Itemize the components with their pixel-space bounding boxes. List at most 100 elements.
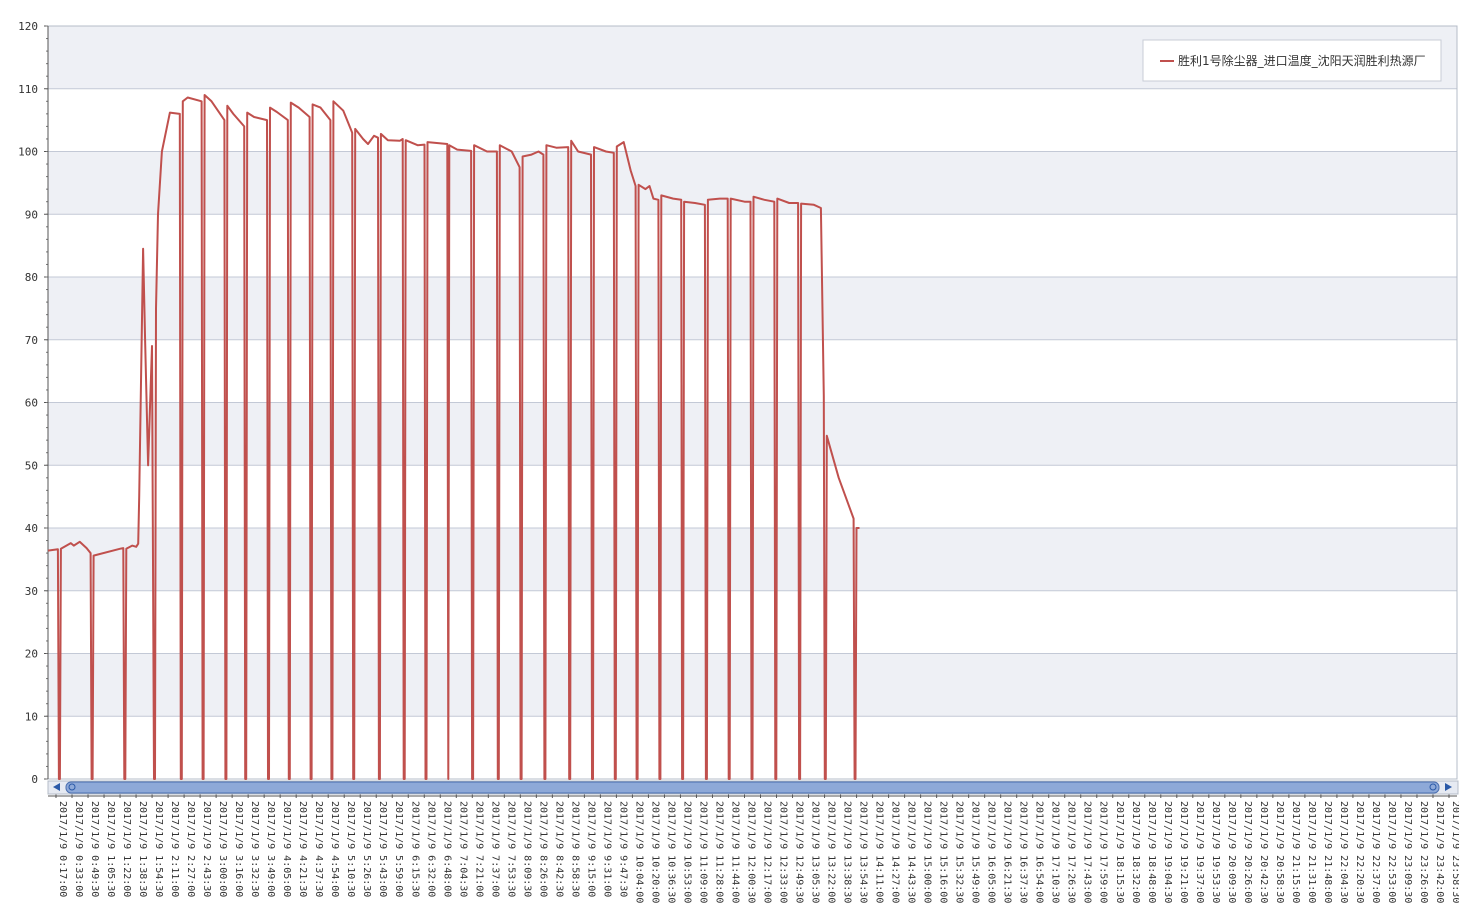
y-tick-label: 20 <box>25 648 38 661</box>
x-tick-label: 2017/1/9 21:15:00 <box>1290 801 1301 903</box>
x-tick-label: 2017/1/9 9:47:30 <box>617 801 628 897</box>
x-tick-label: 2017/1/9 11:28:00 <box>713 801 724 903</box>
x-tick-label: 2017/1/9 10:20:00 <box>649 801 660 903</box>
x-tick-label: 2017/1/9 3:49:00 <box>265 801 276 897</box>
x-tick-label: 2017/1/9 22:04:30 <box>1338 801 1349 903</box>
x-tick-label: 2017/1/9 10:53:00 <box>681 801 692 903</box>
x-tick-label: 2017/1/9 18:48:00 <box>1146 801 1157 903</box>
x-tick-label: 2017/1/9 8:58:30 <box>569 801 580 897</box>
x-tick-label: 2017/1/9 18:32:00 <box>1130 801 1141 903</box>
x-tick-label: 2017/1/9 12:33:00 <box>778 801 789 903</box>
x-tick-label: 2017/1/9 4:37:30 <box>313 801 324 897</box>
y-tick-label: 90 <box>25 208 38 221</box>
x-tick-label: 2017/1/9 12:00:30 <box>745 801 756 903</box>
x-tick-label: 2017/1/9 12:49:30 <box>794 801 805 903</box>
y-tick-label: 80 <box>25 271 38 284</box>
x-tick-label: 2017/1/9 11:44:00 <box>729 801 740 903</box>
x-tick-label: 2017/1/9 19:04:30 <box>1162 801 1173 903</box>
scroll-right-arrow-icon[interactable] <box>1445 783 1452 791</box>
x-tick-label: 2017/1/9 7:53:30 <box>505 801 516 897</box>
x-tick-label: 2017/1/9 5:10:30 <box>345 801 356 897</box>
x-tick-label: 2017/1/9 5:43:00 <box>377 801 388 897</box>
y-tick-label: 10 <box>25 710 38 723</box>
scroll-left-arrow-icon[interactable] <box>53 783 60 791</box>
x-tick-label: 2017/1/9 13:54:30 <box>858 801 869 903</box>
x-tick-label: 2017/1/9 5:26:30 <box>361 801 372 897</box>
x-tick-label: 2017/1/9 1:38:30 <box>137 801 148 897</box>
x-tick-label: 2017/1/9 22:20:30 <box>1354 801 1365 903</box>
x-tick-label: 2017/1/9 13:22:00 <box>826 801 837 903</box>
x-tick-label: 2017/1/9 7:04:30 <box>457 801 468 897</box>
y-tick-label: 120 <box>18 20 38 33</box>
x-tick-label: 2017/1/9 16:54:00 <box>1034 801 1045 903</box>
y-tick-label: 110 <box>18 83 38 96</box>
x-tick-label: 2017/1/9 0:33:00 <box>73 801 84 897</box>
y-tick-label: 100 <box>18 146 38 159</box>
x-tick-label: 2017/1/9 17:59:00 <box>1098 801 1109 903</box>
x-tick-label: 2017/1/9 7:21:00 <box>473 801 484 897</box>
x-tick-label: 2017/1/9 8:09:30 <box>521 801 532 897</box>
x-tick-label: 2017/1/9 2:11:00 <box>169 801 180 897</box>
x-tick-label: 2017/1/9 12:17:00 <box>762 801 773 903</box>
legend: 胜利1号除尘器_进口温度_沈阳天润胜利热源厂 <box>1142 39 1442 82</box>
x-tick-label: 2017/1/9 15:00:00 <box>922 801 933 903</box>
scroll-thumb-left-grip-icon[interactable] <box>68 783 76 791</box>
x-tick-label: 2017/1/9 21:48:00 <box>1322 801 1333 903</box>
y-tick-label: 70 <box>25 334 38 347</box>
x-tick-label: 2017/1/9 16:21:30 <box>1002 801 1013 903</box>
horizontal-scrollbar[interactable] <box>47 780 1459 795</box>
x-tick-label: 2017/1/9 19:37:00 <box>1194 801 1205 903</box>
x-tick-label: 2017/1/9 6:32:00 <box>425 801 436 897</box>
x-tick-label: 2017/1/9 16:05:00 <box>986 801 997 903</box>
x-tick-label: 2017/1/9 20:58:30 <box>1274 801 1285 903</box>
series-group <box>47 94 860 780</box>
x-tick-label: 2017/1/9 3:00:00 <box>217 801 228 897</box>
x-tick-label: 2017/1/9 9:31:00 <box>601 801 612 897</box>
x-tick-label: 2017/1/9 7:37:00 <box>489 801 500 897</box>
x-tick-label: 2017/1/9 4:21:30 <box>297 801 308 897</box>
x-tick-label: 2017/1/9 14:43:30 <box>906 801 917 903</box>
x-tick-label: 2017/1/9 14:27:00 <box>890 801 901 903</box>
x-tick-label: 2017/1/9 20:09:30 <box>1226 801 1237 903</box>
x-tick-label: 2017/1/9 1:54:30 <box>153 801 164 897</box>
y-tick-label: 0 <box>31 773 38 786</box>
x-tick-label: 2017/1/9 19:53:30 <box>1210 801 1221 903</box>
y-tick-label: 40 <box>25 522 38 535</box>
x-tick-label: 2017/1/9 10:04:00 <box>633 801 644 903</box>
x-tick-label: 2017/1/9 0:17:00 <box>57 801 68 897</box>
x-tick-label: 2017/1/9 21:31:00 <box>1306 801 1317 903</box>
x-tick-label: 2017/1/9 23:09:30 <box>1402 801 1413 903</box>
scrollbar-thumb[interactable] <box>65 781 1440 794</box>
y-tick-label: 60 <box>25 397 38 410</box>
x-tick-label: 2017/1/9 15:32:30 <box>954 801 965 903</box>
x-tick-label: 2017/1/9 17:26:30 <box>1066 801 1077 903</box>
x-tick-label: 2017/1/9 13:05:30 <box>810 801 821 903</box>
x-tick-label: 2017/1/9 1:05:30 <box>105 801 116 897</box>
x-tick-label: 2017/1/9 2:27:00 <box>185 801 196 897</box>
x-tick-label: 2017/1/9 3:16:00 <box>233 801 244 897</box>
x-tick-label: 2017/1/9 18:15:30 <box>1114 801 1125 903</box>
x-tick-label: 2017/1/9 11:09:00 <box>697 801 708 903</box>
x-tick-label: 2017/1/9 6:15:30 <box>409 801 420 897</box>
x-tick-label: 2017/1/9 23:58:30 <box>1450 801 1459 903</box>
x-tick-label: 2017/1/9 6:48:00 <box>441 801 452 897</box>
x-tick-label: 2017/1/9 8:42:30 <box>553 801 564 897</box>
x-tick-label: 2017/1/9 5:59:00 <box>393 801 404 897</box>
x-tick-label: 2017/1/9 16:37:30 <box>1018 801 1029 903</box>
x-tick-label: 2017/1/9 2:43:30 <box>201 801 212 897</box>
x-tick-label: 2017/1/9 22:53:00 <box>1386 801 1397 903</box>
x-tick-label: 2017/1/9 22:37:00 <box>1370 801 1381 903</box>
x-tick-label: 2017/1/9 19:21:00 <box>1178 801 1189 903</box>
x-tick-label: 2017/1/9 15:16:00 <box>938 801 949 903</box>
x-tick-label: 2017/1/9 13:38:30 <box>842 801 853 903</box>
y-tick-label: 30 <box>25 585 38 598</box>
x-axis: 2017/1/9 0:17:00 2017/1/9 0:33:00 2017/1/9… <box>48 794 1459 903</box>
x-tick-label: 2017/1/9 15:49:00 <box>970 801 981 903</box>
y-axis: 0 10 20 30 40 50 60 70 80 90 100 110 120 <box>18 20 49 786</box>
x-tick-label: 2017/1/9 0:49:30 <box>89 801 100 897</box>
scroll-thumb-right-grip-icon[interactable] <box>1429 783 1437 791</box>
x-tick-label: 2017/1/9 4:54:00 <box>329 801 340 897</box>
legend-label: 胜利1号除尘器_进口温度_沈阳天润胜利热源厂 <box>1178 53 1426 68</box>
plot-band <box>48 88 1457 152</box>
